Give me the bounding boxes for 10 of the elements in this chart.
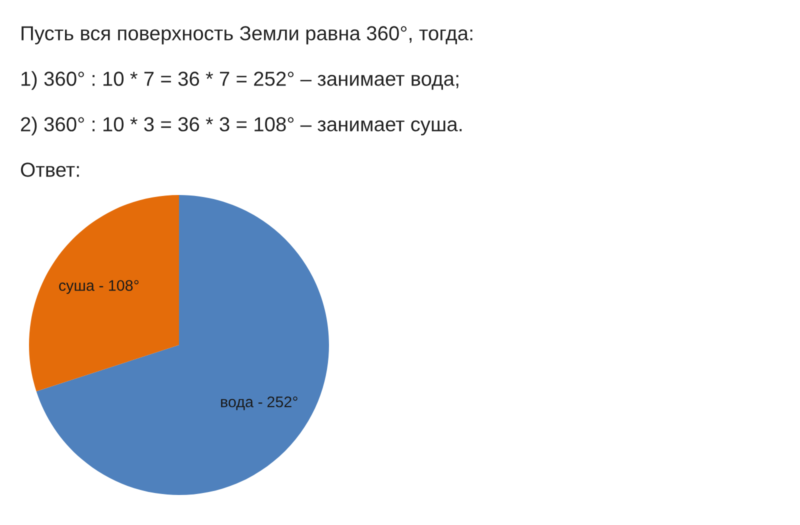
data-label: 108° — [109, 280, 139, 291]
pie-slice — [36, 195, 329, 495]
text: 2) 360° : 10 * 3 = 36 * 3 = 108° – занимает суша. — [21, 116, 462, 136]
data-label: 252° — [267, 396, 298, 408]
slice-label: вода - — [221, 398, 262, 410]
text: 1) 360° : 10 * 7 = 36 * 7 = 252° – занимает вода; — [22, 71, 458, 90]
text: Ответ: — [20, 162, 79, 177]
pie-slice — [29, 195, 179, 392]
text: Пусть вся поверхность Земли равна 360°, тогда: — [22, 26, 472, 44]
slice-label: суша - — [59, 282, 104, 294]
